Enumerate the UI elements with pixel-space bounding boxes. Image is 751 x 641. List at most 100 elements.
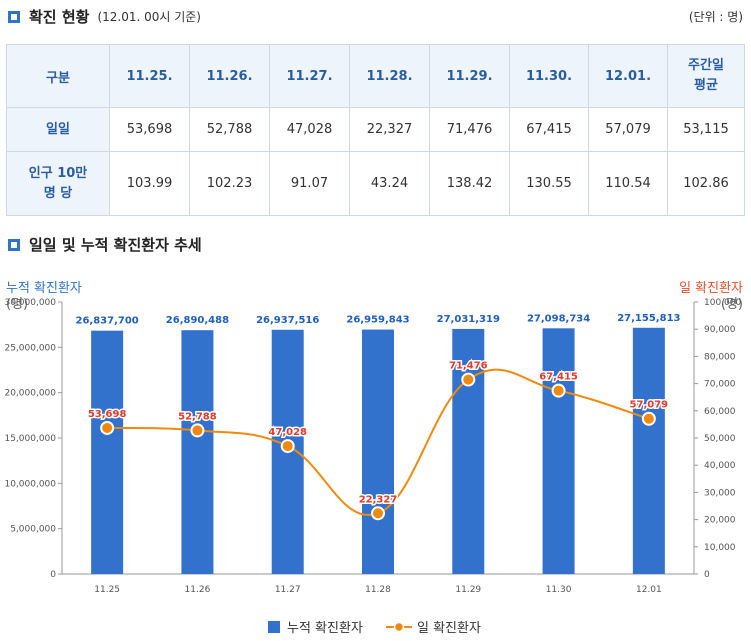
right-axis-unit: (명) <box>721 297 743 312</box>
x-tick-label: 11.29 <box>455 585 481 595</box>
left-tick-label: 20,000,000 <box>4 389 56 399</box>
daily-point <box>371 506 385 521</box>
table-cell: 110.54 <box>588 151 668 216</box>
table-cell: 53,115 <box>667 107 745 152</box>
line-data-label: 47,028 <box>268 427 307 438</box>
daily-point <box>190 423 205 438</box>
daily-point <box>551 383 566 398</box>
bar-cumulative <box>181 330 214 574</box>
daily-point <box>100 420 115 435</box>
table-header-cell: 구분 <box>6 44 110 108</box>
table-cell: 47,028 <box>269 107 350 152</box>
line-data-label: 52,788 <box>178 411 217 422</box>
row-header: 일일 <box>6 107 110 152</box>
unit-label: (단위 : 명) <box>688 10 743 24</box>
left-tick-label: 0 <box>50 570 56 580</box>
bar-data-label: 27,031,319 <box>437 314 500 325</box>
x-tick-label: 11.27 <box>275 585 301 595</box>
right-tick-label: 30,000 <box>704 488 736 498</box>
row-header: 인구 10만 명 당 <box>6 151 110 216</box>
section-header-status: 확진 현황 (12.01. 00시 기준) <box>8 6 201 27</box>
status-table: 구분 11.25. 11.26. 11.27. 11.28. 11.29. 11… <box>6 44 745 216</box>
table-header-cell: 11.30. <box>509 44 589 108</box>
line-data-label: 71,476 <box>449 361 488 372</box>
bar-cumulative <box>362 329 394 574</box>
bar-data-label: 27,155,813 <box>617 313 680 324</box>
section-header-trend: 일일 및 누적 확진환자 추세 <box>8 234 202 255</box>
table-cell: 67,415 <box>509 107 589 152</box>
trend-chart: 누적 확진환자(명)일 확진환자(명)05,000,00010,000,0001… <box>4 281 743 636</box>
table-cell: 22,327 <box>349 107 430 152</box>
right-tick-label: 50,000 <box>704 434 736 444</box>
daily-point <box>641 411 656 426</box>
x-tick-label: 11.25 <box>94 585 120 595</box>
left-tick-label: 30,000,000 <box>4 298 56 308</box>
right-tick-label: 90,000 <box>704 325 736 335</box>
x-tick-label: 11.28 <box>365 585 391 595</box>
x-tick-label: 11.26 <box>185 585 211 595</box>
table-cell: 102.86 <box>667 151 745 216</box>
bar-data-label: 26,959,843 <box>346 315 409 326</box>
line-data-label: 67,415 <box>539 372 578 383</box>
x-tick-label: 12.01 <box>636 585 662 595</box>
right-tick-label: 70,000 <box>704 380 736 390</box>
section-subtitle: (12.01. 00시 기준) <box>97 10 201 24</box>
table-header-cell: 11.25. <box>109 44 190 108</box>
x-tick-label: 11.30 <box>546 585 572 595</box>
bar-cumulative <box>452 328 485 574</box>
table-row: 일일 53,698 52,788 47,028 22,327 71,476 67… <box>6 107 745 152</box>
bar-data-label: 26,890,488 <box>166 315 229 326</box>
left-axis-unit: (명) <box>6 297 28 312</box>
right-tick-label: 60,000 <box>704 407 736 417</box>
table-header-cell: 11.26. <box>189 44 270 108</box>
right-tick-label: 20,000 <box>704 516 736 526</box>
line-data-label: 22,327 <box>359 494 398 505</box>
square-bullet-icon <box>8 10 20 23</box>
right-tick-label: 0 <box>704 570 710 580</box>
legend-bar-swatch <box>268 621 280 633</box>
table-header-cell: 11.28. <box>349 44 430 108</box>
bar-cumulative <box>542 328 575 574</box>
bar-data-label: 26,937,516 <box>256 315 319 326</box>
table-cell: 103.99 <box>109 151 190 216</box>
right-tick-label: 80,000 <box>704 352 736 362</box>
left-tick-label: 25,000,000 <box>4 343 56 353</box>
bar-cumulative <box>632 327 665 574</box>
right-tick-label: 10,000 <box>704 543 736 553</box>
table-cell: 52,788 <box>189 107 270 152</box>
table-cell: 71,476 <box>429 107 510 152</box>
table-cell: 138.42 <box>429 151 510 216</box>
left-tick-label: 15,000,000 <box>4 434 56 444</box>
table-cell: 91.07 <box>269 151 350 216</box>
left-axis-title: 누적 확진환자 <box>6 281 82 296</box>
table-cell: 43.24 <box>349 151 430 216</box>
daily-point <box>461 372 476 387</box>
table-header-cell: 12.01. <box>588 44 668 108</box>
legend-bar-label: 누적 확진환자 <box>287 621 363 636</box>
legend-line-marker <box>393 621 405 633</box>
table-header-row: 구분 11.25. 11.26. 11.27. 11.28. 11.29. 11… <box>6 44 745 108</box>
left-tick-label: 10,000,000 <box>4 479 56 489</box>
bar-cumulative <box>91 330 124 574</box>
daily-point <box>280 439 295 454</box>
table-header-cell: 11.29. <box>429 44 510 108</box>
table-header-cell: 11.27. <box>269 44 350 108</box>
table-cell: 130.55 <box>509 151 589 216</box>
section-title: 일일 및 누적 확진환자 추세 <box>29 236 202 254</box>
section-title: 확진 현황 <box>29 8 90 26</box>
bar-data-label: 26,837,700 <box>76 316 139 327</box>
table-cell: 53,698 <box>109 107 190 152</box>
legend-line-label: 일 확진환자 <box>417 621 481 636</box>
left-tick-label: 5,000,000 <box>10 525 56 535</box>
square-bullet-icon <box>8 238 20 251</box>
bar-data-label: 27,098,734 <box>527 313 590 324</box>
line-data-label: 57,079 <box>630 400 669 411</box>
table-row: 인구 10만 명 당 103.99 102.23 91.07 43.24 138… <box>6 151 745 216</box>
line-data-label: 53,698 <box>88 409 127 420</box>
table-cell: 57,079 <box>588 107 668 152</box>
table-header-cell: 주간일 평균 <box>667 44 745 108</box>
right-tick-label: 100,000 <box>704 298 741 308</box>
right-tick-label: 40,000 <box>704 461 736 471</box>
right-axis-title: 일 확진환자 <box>679 281 743 296</box>
table-cell: 102.23 <box>189 151 270 216</box>
